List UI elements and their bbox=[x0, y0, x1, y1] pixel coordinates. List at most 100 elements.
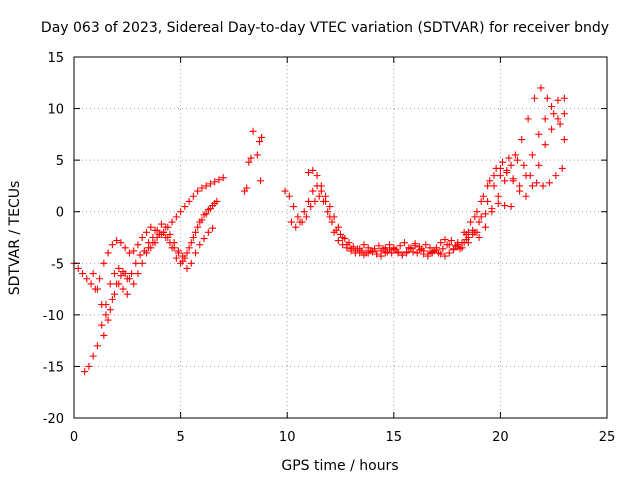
data-point bbox=[496, 164, 504, 172]
data-point bbox=[206, 205, 214, 213]
data-point bbox=[560, 94, 568, 102]
data-point bbox=[211, 199, 219, 207]
data-point bbox=[185, 244, 193, 252]
data-point bbox=[475, 218, 483, 226]
data-point bbox=[179, 257, 187, 265]
axis-ticks bbox=[73, 56, 608, 419]
data-point bbox=[296, 218, 304, 226]
data-point bbox=[300, 208, 308, 216]
data-point bbox=[343, 244, 351, 252]
data-point bbox=[287, 218, 295, 226]
data-point bbox=[85, 362, 93, 370]
data-point bbox=[83, 275, 91, 283]
data-point bbox=[422, 241, 430, 249]
data-point bbox=[125, 275, 133, 283]
data-points bbox=[70, 84, 568, 376]
data-point bbox=[360, 251, 368, 259]
data-point bbox=[219, 174, 227, 182]
data-point bbox=[196, 241, 204, 249]
data-point bbox=[183, 264, 191, 272]
data-point bbox=[437, 239, 445, 247]
data-point bbox=[162, 223, 170, 231]
data-point bbox=[473, 208, 481, 216]
data-point bbox=[328, 218, 336, 226]
data-point bbox=[556, 120, 564, 128]
data-point bbox=[309, 187, 317, 195]
y-tick-label: 0 bbox=[56, 206, 64, 221]
data-point bbox=[257, 177, 265, 185]
data-point bbox=[415, 243, 423, 251]
data-point bbox=[496, 172, 504, 180]
data-point bbox=[490, 172, 498, 180]
data-point bbox=[520, 161, 528, 169]
data-point bbox=[113, 237, 121, 245]
data-point bbox=[100, 259, 108, 267]
y-axis-label: SDTVAR / TECUs bbox=[7, 181, 23, 296]
data-point bbox=[192, 249, 200, 257]
data-point bbox=[134, 270, 142, 278]
data-point bbox=[243, 184, 251, 192]
data-point bbox=[360, 241, 368, 249]
data-point bbox=[477, 213, 485, 221]
data-point bbox=[290, 203, 298, 211]
y-tick-label: -5 bbox=[51, 257, 64, 272]
data-point bbox=[509, 177, 517, 185]
series-arc-late-4 bbox=[475, 156, 566, 241]
data-point bbox=[368, 248, 376, 256]
x-tick-label: 25 bbox=[599, 430, 616, 445]
data-point bbox=[102, 311, 110, 319]
data-point bbox=[149, 234, 157, 241]
data-point bbox=[447, 237, 455, 245]
data-point bbox=[471, 213, 479, 221]
data-point bbox=[130, 280, 138, 288]
series-arc-early-3 bbox=[100, 199, 219, 339]
data-point bbox=[181, 203, 189, 211]
data-point bbox=[507, 203, 515, 211]
data-point bbox=[174, 247, 182, 255]
data-point bbox=[313, 172, 321, 180]
x-tick-label: 5 bbox=[176, 430, 184, 445]
data-point bbox=[539, 182, 547, 190]
data-point bbox=[420, 247, 428, 255]
data-point bbox=[398, 251, 406, 259]
data-point bbox=[505, 154, 513, 162]
data-point bbox=[121, 270, 129, 278]
data-point bbox=[134, 241, 142, 249]
data-point bbox=[477, 197, 485, 205]
data-point bbox=[185, 197, 193, 205]
data-point bbox=[98, 321, 106, 329]
data-point bbox=[215, 176, 223, 184]
data-point bbox=[479, 192, 487, 200]
data-point bbox=[132, 259, 140, 267]
data-point bbox=[128, 270, 136, 278]
data-point bbox=[486, 177, 494, 185]
data-point bbox=[130, 247, 138, 255]
data-point bbox=[533, 179, 541, 187]
data-point bbox=[302, 213, 310, 221]
data-point bbox=[484, 197, 492, 205]
data-point bbox=[123, 290, 131, 298]
data-point bbox=[317, 187, 325, 195]
data-point bbox=[309, 166, 317, 174]
data-point bbox=[543, 94, 551, 102]
data-point bbox=[281, 187, 289, 195]
data-point bbox=[535, 130, 543, 138]
data-point bbox=[206, 180, 214, 188]
data-point bbox=[377, 247, 385, 255]
data-point bbox=[305, 169, 313, 177]
data-point bbox=[138, 259, 146, 267]
data-point bbox=[187, 239, 195, 247]
data-point bbox=[313, 182, 321, 190]
data-point bbox=[326, 213, 334, 221]
data-point bbox=[339, 234, 347, 241]
data-point bbox=[484, 182, 492, 190]
data-point bbox=[439, 245, 447, 253]
data-point bbox=[96, 275, 104, 283]
series-isolated bbox=[241, 127, 266, 195]
x-tick-labels: 0 5 10 15 20 25 bbox=[70, 430, 615, 445]
data-point bbox=[81, 368, 89, 376]
data-point bbox=[467, 218, 475, 226]
data-point bbox=[74, 264, 82, 272]
data-point bbox=[189, 192, 197, 200]
data-point bbox=[172, 254, 180, 262]
